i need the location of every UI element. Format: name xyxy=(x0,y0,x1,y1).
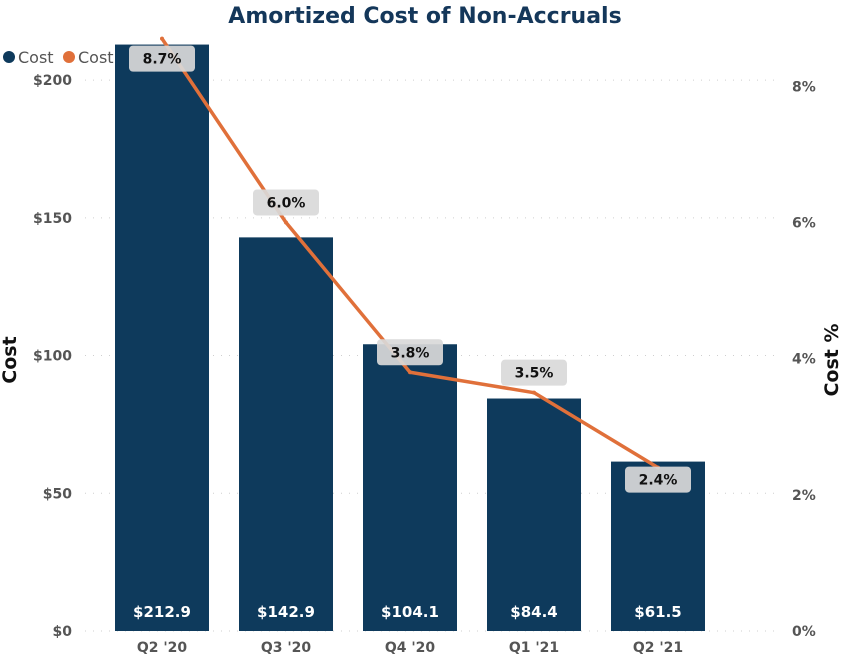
line-label-box xyxy=(253,189,319,216)
line-series: 8.7% 6.0% 3.8% 3.5% 2.4% xyxy=(129,36,691,493)
y2-tick-label: 4% xyxy=(792,352,816,368)
y2-tick-label: 0% xyxy=(792,624,816,640)
bar xyxy=(115,44,209,632)
line-label-box xyxy=(129,45,195,72)
bar-value-label: $104.1 xyxy=(381,603,439,621)
line-value-label: 2.4% xyxy=(639,473,678,489)
legend: Cost Cost % xyxy=(3,48,134,67)
x-axis: Q2 '20 Q3 '20 Q4 '20 Q1 '21 Q2 '21 xyxy=(137,640,683,656)
line-point xyxy=(284,220,288,225)
line-label-box xyxy=(377,339,443,366)
bar xyxy=(487,398,581,631)
y-axis-title: Cost xyxy=(0,336,21,383)
line-point xyxy=(160,36,164,41)
line-value-label: 3.8% xyxy=(391,345,430,361)
y-tick-label: $50 xyxy=(43,486,72,502)
bar xyxy=(363,344,457,631)
x-tick-label: Q1 '21 xyxy=(509,640,559,656)
x-tick-label: Q2 '20 xyxy=(137,640,188,656)
line-value-label: 8.7% xyxy=(143,52,182,68)
line-point xyxy=(408,370,412,375)
bar-value-label: $212.9 xyxy=(133,603,191,621)
x-tick-label: Q2 '21 xyxy=(633,640,683,656)
legend-marker-cost-pct xyxy=(63,51,75,63)
y2-tick-label: 2% xyxy=(792,488,816,504)
y2-axis-title: Cost % xyxy=(821,323,843,396)
bar-value-label: $142.9 xyxy=(257,603,315,621)
y-tick-label: $150 xyxy=(33,211,72,227)
y-axis-left: $0 $50 $100 $150 $200 xyxy=(33,73,72,640)
bar-value-label: $61.5 xyxy=(634,603,681,621)
bar xyxy=(239,237,333,631)
chart-title: Amortized Cost of Non-Accruals xyxy=(228,4,621,29)
y2-tick-label: 6% xyxy=(792,215,816,231)
line-label-box xyxy=(625,466,691,493)
line-label-box xyxy=(501,359,567,386)
y-tick-label: $200 xyxy=(33,73,72,89)
y-axis-right: 0% 2% 4% 6% 8% xyxy=(792,79,816,640)
bar-value-label: $84.4 xyxy=(510,603,557,621)
line-point xyxy=(532,390,536,395)
y2-tick-label: 8% xyxy=(792,79,816,95)
line-value-label: 6.0% xyxy=(267,195,306,211)
legend-marker-cost xyxy=(3,51,15,63)
x-tick-label: Q3 '20 xyxy=(261,640,312,656)
x-tick-label: Q4 '20 xyxy=(385,640,436,656)
bar-series: $212.9 $142.9 $104.1 $84.4 $61.5 xyxy=(115,44,705,632)
legend-label-cost: Cost xyxy=(18,48,54,67)
y-tick-label: $100 xyxy=(33,349,72,365)
line-value-label: 3.5% xyxy=(515,366,554,382)
y-tick-label: $0 xyxy=(53,624,73,640)
